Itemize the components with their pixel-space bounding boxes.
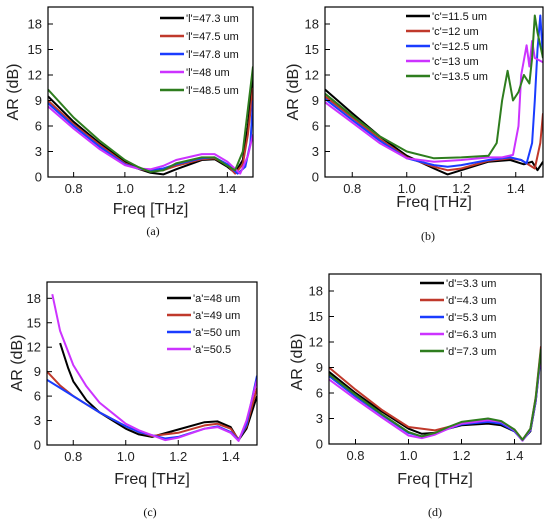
y-tick-label: 6 <box>34 389 41 404</box>
y-tick-label: 6 <box>316 386 323 401</box>
legend-label: 'd'=3.3 um <box>446 278 496 290</box>
y-tick-label: 3 <box>35 144 42 159</box>
x-tick-label: 1.4 <box>507 181 525 196</box>
y-tick-label: 9 <box>35 93 42 108</box>
y-tick-label: 0 <box>34 438 41 453</box>
panel-caption: (c) <box>143 505 156 519</box>
x-tick-label: 1.4 <box>222 449 240 464</box>
y-tick-label: 15 <box>28 42 42 57</box>
legend-label: 'a'=50.5 <box>193 344 231 356</box>
y-tick-label: 0 <box>316 437 323 452</box>
x-tick-label: 0.8 <box>64 449 82 464</box>
y-tick-label: 12 <box>27 340 41 355</box>
series-line-4 <box>51 293 257 442</box>
y-tick-label: 3 <box>34 413 41 428</box>
legend-label: 'a'=49 um <box>193 310 240 322</box>
series-line-4 <box>48 105 253 175</box>
x-tick-label: 1.2 <box>169 449 187 464</box>
legend-label: 'c'=12.5 um <box>432 41 488 53</box>
series-line-1 <box>48 74 253 176</box>
x-tick-label: 0.8 <box>343 181 361 196</box>
series-line-5 <box>329 348 541 441</box>
plot-frame <box>47 6 254 178</box>
y-tick-label: 9 <box>312 93 319 108</box>
legend: 'l'=47.3 um 'l'=47.5 um 'l'=47.8 um 'l'=48 … <box>160 13 239 97</box>
legend-label: 'd'=4.3 um <box>446 295 496 307</box>
y-tick-label: 12 <box>305 68 319 83</box>
y-axis-label: AR (dB) <box>285 64 302 121</box>
y-tick-label: 15 <box>305 42 319 57</box>
panel-caption: (a) <box>146 224 159 238</box>
y-tick-label: 9 <box>34 364 41 379</box>
x-axis-label: Freq [THz] <box>113 201 189 218</box>
legend-label: 'd'=6.3 um <box>446 329 496 341</box>
legend-label: 'c'=13 um <box>432 56 479 68</box>
x-tick-label: 0.8 <box>65 181 83 196</box>
x-axis-label: Freq [THz] <box>396 194 472 211</box>
legend-label: 'c'=12 um <box>432 26 479 38</box>
legend-label: 'a'=50 um <box>193 327 240 339</box>
legend-label: 'l'=47.8 um <box>186 49 239 61</box>
legend-label: 'l'=48 um <box>186 67 230 79</box>
legend-label: 'a'=48 um <box>193 293 240 305</box>
y-axis-label: AR (dB) <box>289 334 306 391</box>
legend-label: 'd'=7.3 um <box>446 346 496 358</box>
chart-panel-1: 0.8 1.0 1.2 1.4 0 3 6 9 12 15 18 Freq [THz] AR (dB) '… <box>5 6 254 238</box>
x-tick-label: 1.0 <box>116 181 134 196</box>
legend-label: 'c'=13.5 um <box>432 71 488 83</box>
series-line-3 <box>325 14 543 168</box>
x-tick-label: 1.2 <box>167 181 185 196</box>
y-tick-label: 0 <box>35 170 42 185</box>
y-tick-label: 0 <box>312 170 319 185</box>
series-line-4 <box>325 40 543 163</box>
y-tick-label: 3 <box>312 144 319 159</box>
x-axis-label: Freq [THz] <box>114 471 190 488</box>
legend-label: 'l'=48.5 um <box>186 85 239 97</box>
x-tick-label: 1.2 <box>452 448 470 463</box>
legend: 'd'=3.3 um 'd'=4.3 um 'd'=5.3 um 'd'=6.3 um… <box>420 278 496 358</box>
legend: 'c'=11.5 um 'c'=12 um 'c'=12.5 um 'c'=13 um… <box>406 11 488 83</box>
legend-label: 'd'=5.3 um <box>446 312 496 324</box>
y-tick-label: 15 <box>27 315 41 330</box>
series-line-5 <box>48 66 253 173</box>
panel-caption: (d) <box>428 505 442 519</box>
legend-label: 'l'=47.3 um <box>186 13 239 25</box>
y-tick-label: 18 <box>27 291 41 306</box>
y-tick-label: 18 <box>28 17 42 32</box>
x-tick-label: 1.4 <box>218 181 236 196</box>
y-tick-label: 6 <box>35 119 42 134</box>
y-tick-label: 9 <box>316 360 323 375</box>
x-tick-label: 1.0 <box>398 181 416 196</box>
y-tick-label: 3 <box>316 411 323 426</box>
chart-panel-4: 0.8 1.0 1.2 1.4 0 3 6 9 12 15 18 Freq [THz] AR (dB) '… <box>289 273 542 519</box>
series-line-5 <box>325 14 543 160</box>
y-tick-label: 18 <box>309 284 323 299</box>
x-axis-label: Freq [THz] <box>397 471 473 488</box>
x-tick-label: 0.8 <box>346 448 364 463</box>
plot-frame <box>328 273 542 445</box>
y-tick-label: 12 <box>309 335 323 350</box>
x-tick-label: 1.2 <box>452 181 470 196</box>
x-tick-label: 1.0 <box>117 449 135 464</box>
y-tick-label: 15 <box>309 309 323 324</box>
x-tick-label: 1.4 <box>505 448 523 463</box>
chart-panel-2: 0.8 1.0 1.2 1.4 0 3 6 9 12 15 18 Freq [THz] AR (dB) '… <box>285 6 544 243</box>
chart-panel-3: 0.8 1.0 1.2 1.4 0 3 6 9 12 15 18 Freq [THz] AR (dB) '… <box>9 281 258 519</box>
y-tick-label: 18 <box>305 17 319 32</box>
series-line-2 <box>325 95 543 172</box>
x-tick-label: 1.0 <box>399 448 417 463</box>
y-axis-label: AR (dB) <box>9 335 26 392</box>
plot-frame <box>46 281 258 446</box>
y-tick-label: 12 <box>28 68 42 83</box>
plot-frame <box>324 6 544 178</box>
series-line-2 <box>48 87 253 175</box>
legend-label: 'c'=11.5 um <box>432 11 487 23</box>
y-axis-label: AR (dB) <box>5 64 22 121</box>
panel-caption: (b) <box>421 229 435 243</box>
legend: 'a'=48 um 'a'=49 um 'a'=50 um 'a'=50.5 <box>167 293 240 356</box>
legend-label: 'l'=47.5 um <box>186 31 239 43</box>
y-tick-label: 6 <box>312 119 319 134</box>
